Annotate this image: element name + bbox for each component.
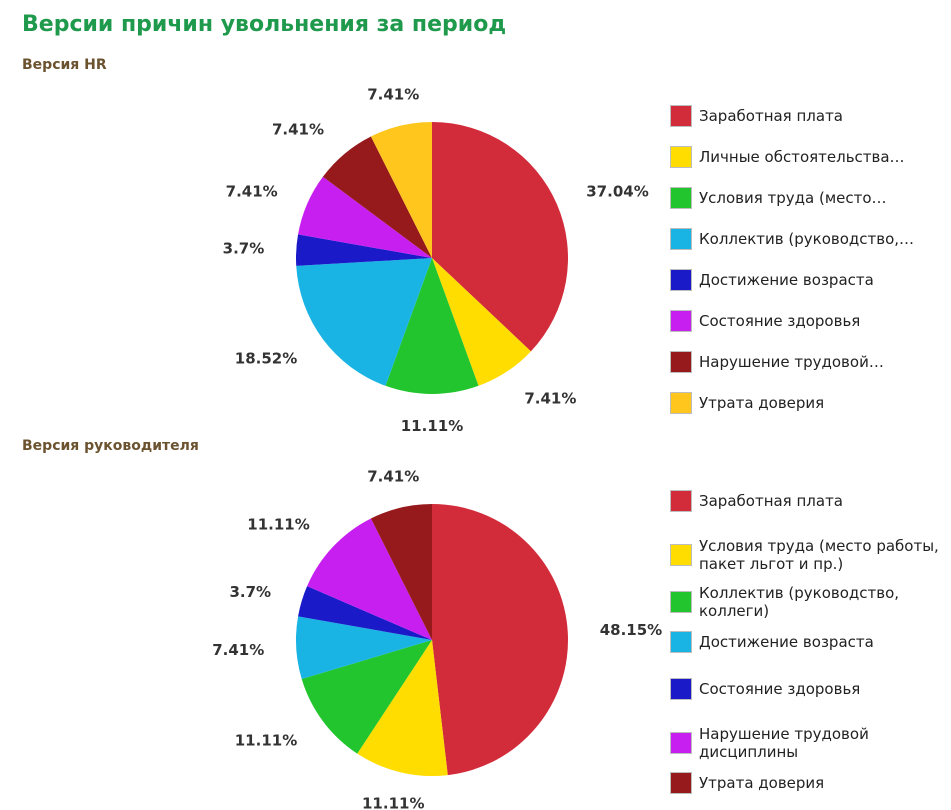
slice-value-label: 48.15% xyxy=(600,621,662,639)
legend-swatch xyxy=(670,310,692,332)
pie-slice xyxy=(432,258,531,386)
slice-value-label: 37.04% xyxy=(586,182,648,200)
legend-label: Состояние здоровья xyxy=(699,312,861,330)
legend-item: Личные обстоятельства… xyxy=(670,146,945,168)
legend-label: Коллектив (руководство, коллеги) xyxy=(699,584,900,620)
slice-value-label: 11.11% xyxy=(362,794,424,810)
pie-slice xyxy=(307,518,432,640)
legend-item: Коллектив (руководство, коллеги) xyxy=(670,584,945,620)
legend-swatch xyxy=(670,678,692,700)
legend-label: Условия труда (место… xyxy=(699,189,887,207)
pie-slice xyxy=(301,640,432,754)
legend-item: Условия труда (место… xyxy=(670,187,945,209)
chart-manager-title: Версия руководителя xyxy=(22,438,199,454)
slice-value-label: 11.11% xyxy=(247,516,309,534)
legend-label: Заработная плата xyxy=(699,107,843,125)
slice-value-label: 7.41% xyxy=(272,120,324,138)
pie-slice xyxy=(432,504,568,776)
slice-value-label: 7.41% xyxy=(524,389,576,407)
slice-value-label: 3.7% xyxy=(223,239,265,257)
legend-label: Личные обстоятельства… xyxy=(699,148,905,166)
legend-item: Нарушение трудовой… xyxy=(670,351,945,373)
legend-swatch xyxy=(670,228,692,250)
legend-label: Коллектив (руководство,… xyxy=(699,230,915,248)
legend-label: Утрата доверия xyxy=(699,394,825,412)
legend-label: Нарушение трудовой дисциплины xyxy=(699,725,869,761)
legend-swatch xyxy=(670,490,692,512)
chart-hr-title: Версия HR xyxy=(22,57,107,73)
pie-slice xyxy=(296,258,432,386)
pie-slice xyxy=(357,640,448,776)
slice-value-label: 7.41% xyxy=(212,641,264,659)
legend-label: Достижение возраста xyxy=(699,633,874,651)
slice-value-label: 3.7% xyxy=(229,583,271,601)
slice-value-label: 11.11% xyxy=(235,731,297,749)
pie-slice xyxy=(296,616,432,680)
pie-slice xyxy=(432,122,569,352)
legend-swatch xyxy=(670,269,692,291)
pie-chart-hr: 37.04% 7.41% 11.11% 18.52% 3.7% 7.41% 7.41% 7.4… xyxy=(223,86,649,435)
legend-item: Заработная плата xyxy=(670,105,945,127)
pie-chart-manager: 48.15% 11.11% 11.11% 7.41% 3.7% 11.11% 7.41% xyxy=(212,468,662,810)
legend-label: Заработная плата xyxy=(699,492,843,510)
legend-item: Утрата доверия xyxy=(670,772,945,794)
pie-slice xyxy=(370,122,432,258)
legend-label: Достижение возраста xyxy=(699,271,874,289)
legend-label: Нарушение трудовой… xyxy=(699,353,884,371)
slice-value-label: 18.52% xyxy=(235,349,297,367)
legend-swatch xyxy=(670,772,692,794)
legend-swatch xyxy=(670,732,692,754)
legend-swatch xyxy=(670,105,692,127)
pie-slice xyxy=(298,586,432,640)
legend-item: Коллектив (руководство,… xyxy=(670,228,945,250)
slice-value-label: 7.41% xyxy=(226,183,278,201)
pie-slice xyxy=(296,234,432,266)
legend-swatch xyxy=(670,187,692,209)
legend-item: Состояние здоровья xyxy=(670,678,945,700)
pie-slice xyxy=(385,258,479,394)
pie-slice xyxy=(370,504,432,640)
legend-item: Заработная плата xyxy=(670,490,945,512)
pie-slice xyxy=(322,136,432,258)
legend-item: Достижение возраста xyxy=(670,631,945,653)
legend-item: Нарушение трудовой дисциплины xyxy=(670,725,945,761)
legend-swatch xyxy=(670,146,692,168)
legend-swatch xyxy=(670,591,692,613)
legend-item: Достижение возраста xyxy=(670,269,945,291)
legend-swatch xyxy=(670,544,692,566)
legend-item: Состояние здоровья xyxy=(670,310,945,332)
page-title: Версии причин увольнения за период xyxy=(22,12,507,37)
legend-item: Условия труда (место работы, пакет льгот… xyxy=(670,537,945,573)
legend-swatch xyxy=(670,392,692,414)
legend-label: Условия труда (место работы, пакет льгот… xyxy=(699,537,939,573)
slice-value-label: 11.11% xyxy=(401,417,463,435)
legend-swatch xyxy=(670,351,692,373)
legend-label: Состояние здоровья xyxy=(699,680,861,698)
slice-value-label: 7.41% xyxy=(367,86,419,104)
legend-item: Утрата доверия xyxy=(670,392,945,414)
pie-slice xyxy=(298,176,432,258)
slice-value-label: 7.41% xyxy=(367,468,419,486)
legend-swatch xyxy=(670,631,692,653)
legend-label: Утрата доверия xyxy=(699,774,825,792)
